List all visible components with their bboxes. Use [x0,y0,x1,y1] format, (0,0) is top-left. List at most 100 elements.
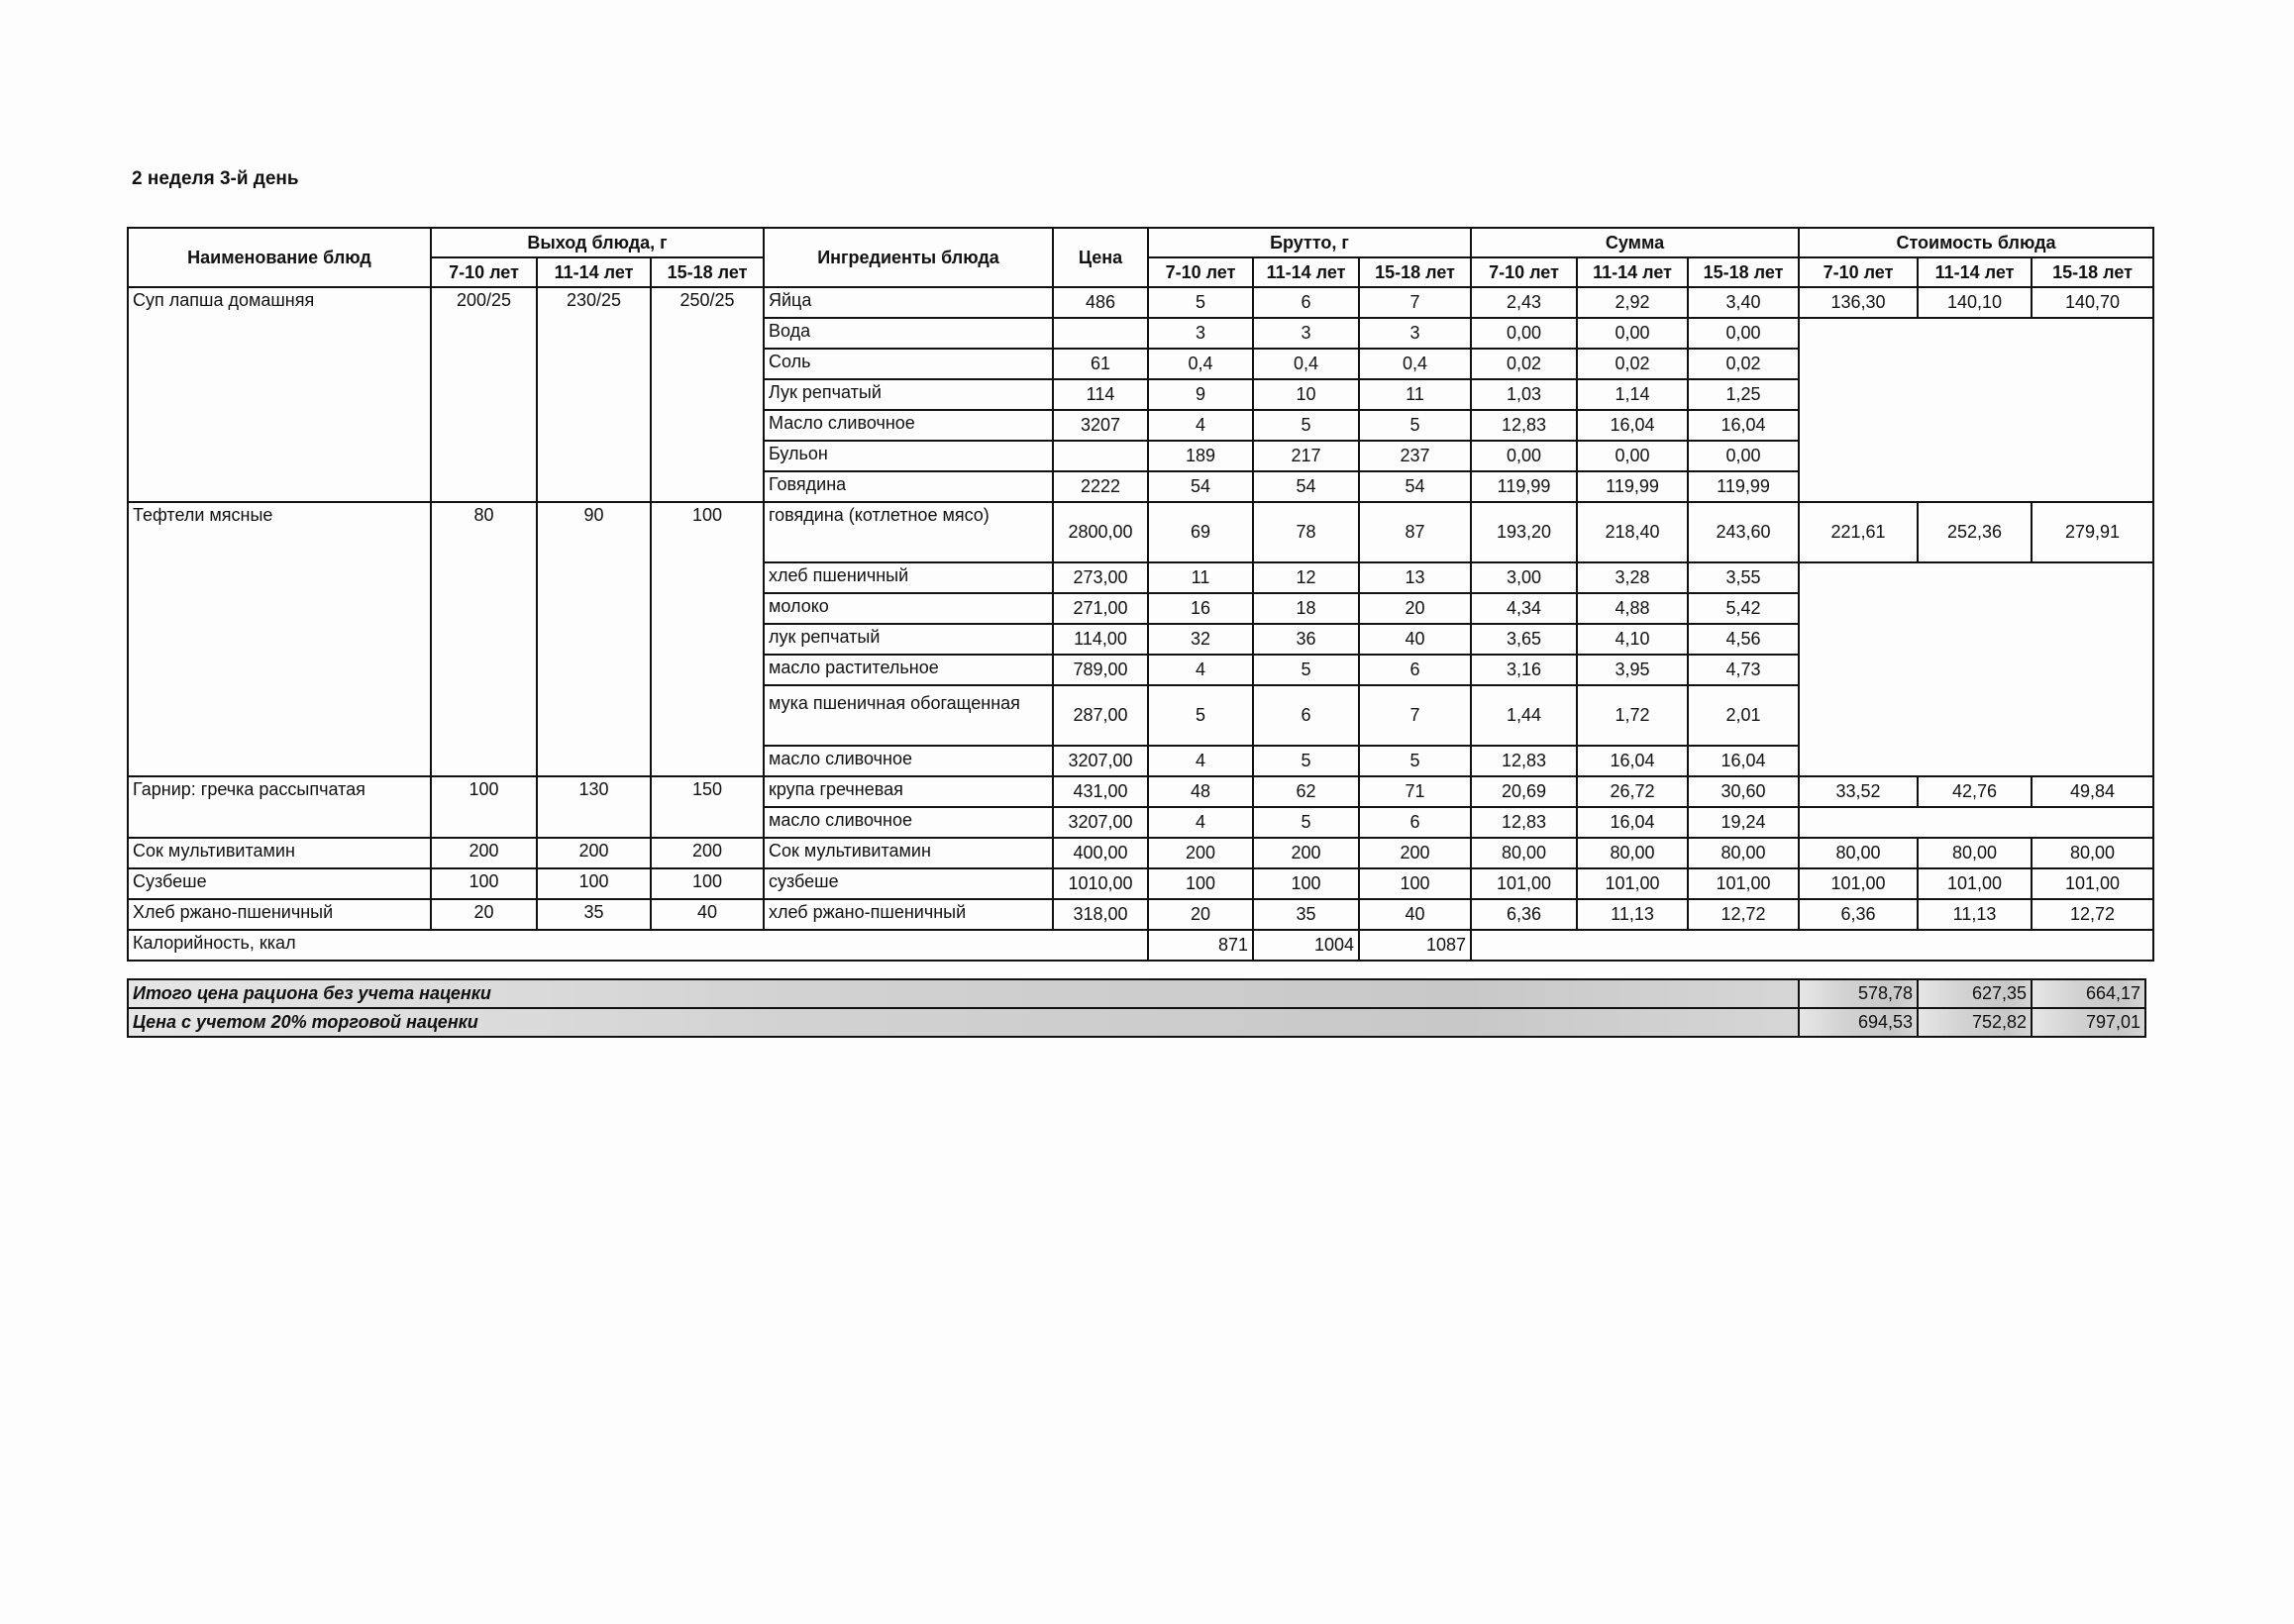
ingredient-sum: 4,88 [1576,592,1689,625]
dish-yield: 80 [430,501,538,777]
ingredient-row: Говядина 2222 54 54 54 119,99 119,99 119,99 [128,470,2153,503]
header-age-yield: 11-14 лет [536,256,652,288]
ingredient-row: Соль 61 0,4 0,4 0,4 0,02 0,02 0,02 [128,348,2153,380]
ingredient-sum: 101,00 [1470,867,1578,900]
ingredient-sum: 3,00 [1470,561,1578,594]
dish-cost: 136,30 [1798,286,1919,319]
age-header-row: 7-10 лет 11-14 лет 15-18 лет 7-10 лет 11-14 … [128,256,2154,288]
ingredient-price: 1010,00 [1052,867,1149,900]
ingredient-brutto: 100 [1358,867,1472,900]
dish-cost: 252,36 [1917,501,2033,563]
ingredient-sum: 80,00 [1470,837,1578,869]
dish-cost: 101,00 [1798,867,1919,900]
ingredient-brutto: 54 [1147,470,1254,503]
ingredient-sum: 119,99 [1687,470,1800,503]
ingredient-price [1052,317,1149,350]
ingredient-brutto: 36 [1252,623,1360,656]
ingredient-brutto: 6 [1252,684,1360,747]
totals-label: Цена с учетом 20% торговой наценки [127,1007,1800,1038]
ingredient-brutto: 13 [1358,561,1472,594]
totals-table: Итого цена рациона без учета наценки 578,… [127,978,2146,1038]
dish-yield: 100 [650,867,765,900]
ingredient-sum: 80,00 [1687,837,1800,869]
ingredient-brutto: 5 [1147,286,1254,319]
dish-yield: 20 [430,898,538,931]
dish-yield: 200 [650,837,765,869]
ingredient-sum: 3,16 [1470,654,1578,686]
calories-label: Калорийность, ккал [127,929,1149,962]
ingredient-brutto: 3 [1252,317,1360,350]
ingredient-name: масло растительное [763,654,1054,686]
ingredient-brutto: 100 [1147,867,1254,900]
ingredient-sum: 0,02 [1576,348,1689,380]
ingredient-sum: 0,02 [1470,348,1578,380]
ingredient-sum: 0,00 [1687,317,1800,350]
ingredient-sum: 1,44 [1470,684,1578,747]
calories-value: 1087 [1358,929,1472,962]
ingredient-brutto: 7 [1358,286,1472,319]
ingredient-sum: 3,65 [1470,623,1578,656]
ingredient-sum: 1,72 [1576,684,1689,747]
totals-row: Итого цена рациона без учета наценки 578,… [127,978,2146,1009]
ingredient-name: молоко [763,592,1054,625]
ingredient-sum: 0,02 [1687,348,1800,380]
dish-row: Сузбеше 100 100 100 сузбеше 1010,00 100 100 100 1… [127,867,2154,900]
ingredient-sum: 2,43 [1470,286,1578,319]
ingredient-price [1052,440,1149,472]
ingredient-brutto: 48 [1147,775,1254,808]
ingredient-name: Сок мультивитамин [763,837,1054,869]
ingredient-row: Лук репчатый 114 9 10 11 1,03 1,14 1,25 [128,378,2153,411]
dish-cost: 12,72 [2031,898,2154,931]
dish-yield: 35 [536,898,652,931]
totals-value: 694,53 [1798,1007,1919,1038]
ingredient-sum: 20,69 [1470,775,1578,808]
header-row: Наименование блюд Выход блюда, г Ингреди… [127,227,2154,288]
ingredient-sum: 101,00 [1576,867,1689,900]
ingredient-brutto: 4 [1147,409,1254,442]
ingredient-brutto: 71 [1358,775,1472,808]
header-age-brutto: 11-14 лет [1252,256,1360,288]
ingredient-name: Вода [763,317,1054,350]
dish-cost: 49,84 [2031,775,2154,808]
dish-cost: 101,00 [2031,867,2154,900]
ingredient-sum: 2,01 [1687,684,1800,747]
ingredient-sum: 119,99 [1470,470,1578,503]
ingredient-row: хлеб пшеничный 273,00 11 12 13 3,00 3,28 3,55 [128,561,2154,777]
ingredient-brutto: 5 [1252,806,1360,839]
dish-yield: 250/25 [650,286,765,503]
ingredient-brutto: 6 [1358,806,1472,839]
ingredient-brutto: 40 [1358,623,1472,656]
ingredient-price: 3207,00 [1052,745,1149,777]
dish-cost-empty [1798,806,2154,839]
ingredient-brutto: 69 [1147,501,1254,563]
ingredient-brutto: 35 [1252,898,1360,931]
ingredient-brutto: 11 [1147,561,1254,594]
ingredient-sum: 12,72 [1687,898,1800,931]
header-age-sum: 11-14 лет [1576,256,1689,288]
ingredient-brutto: 16 [1147,592,1254,625]
dish-yield: 100 [430,867,538,900]
header-ingredients: Ингредиенты блюда [763,227,1054,288]
ingredient-row: молоко 271,00 16 18 20 4,34 4,88 5,42 [128,592,2153,625]
ingredient-brutto: 5 [1358,409,1472,442]
dish-cost: 140,10 [1917,286,2033,319]
ingredient-sum: 0,00 [1470,440,1578,472]
ingredient-brutto: 4 [1147,806,1254,839]
totals-row: Цена с учетом 20% торговой наценки 694,53… [127,1007,2146,1038]
ingredient-row: Масло сливочное 3207 4 5 5 12,83 16,04 16,04 [128,409,2153,442]
ingredient-price: 318,00 [1052,898,1149,931]
ingredient-brutto: 6 [1252,286,1360,319]
dish-yield: 90 [536,501,652,777]
ingredient-name: Яйца [763,286,1054,319]
ingredient-brutto: 200 [1147,837,1254,869]
dish-cost: 33,52 [1798,775,1919,808]
ingredient-sum: 3,40 [1687,286,1800,319]
ingredient-sum: 30,60 [1687,775,1800,808]
ingredient-price: 486 [1052,286,1149,319]
ingredient-name: говядина (котлетное мясо) [763,501,1054,563]
ingredient-sum: 4,10 [1576,623,1689,656]
ingredient-row: масло растительное 789,00 4 5 6 3,16 3,95 4,73 [128,654,2153,686]
header-age-sum: 7-10 лет [1470,256,1578,288]
ingredient-brutto: 78 [1252,501,1360,563]
ingredient-name: мука пшеничная обогащенная [763,684,1054,747]
